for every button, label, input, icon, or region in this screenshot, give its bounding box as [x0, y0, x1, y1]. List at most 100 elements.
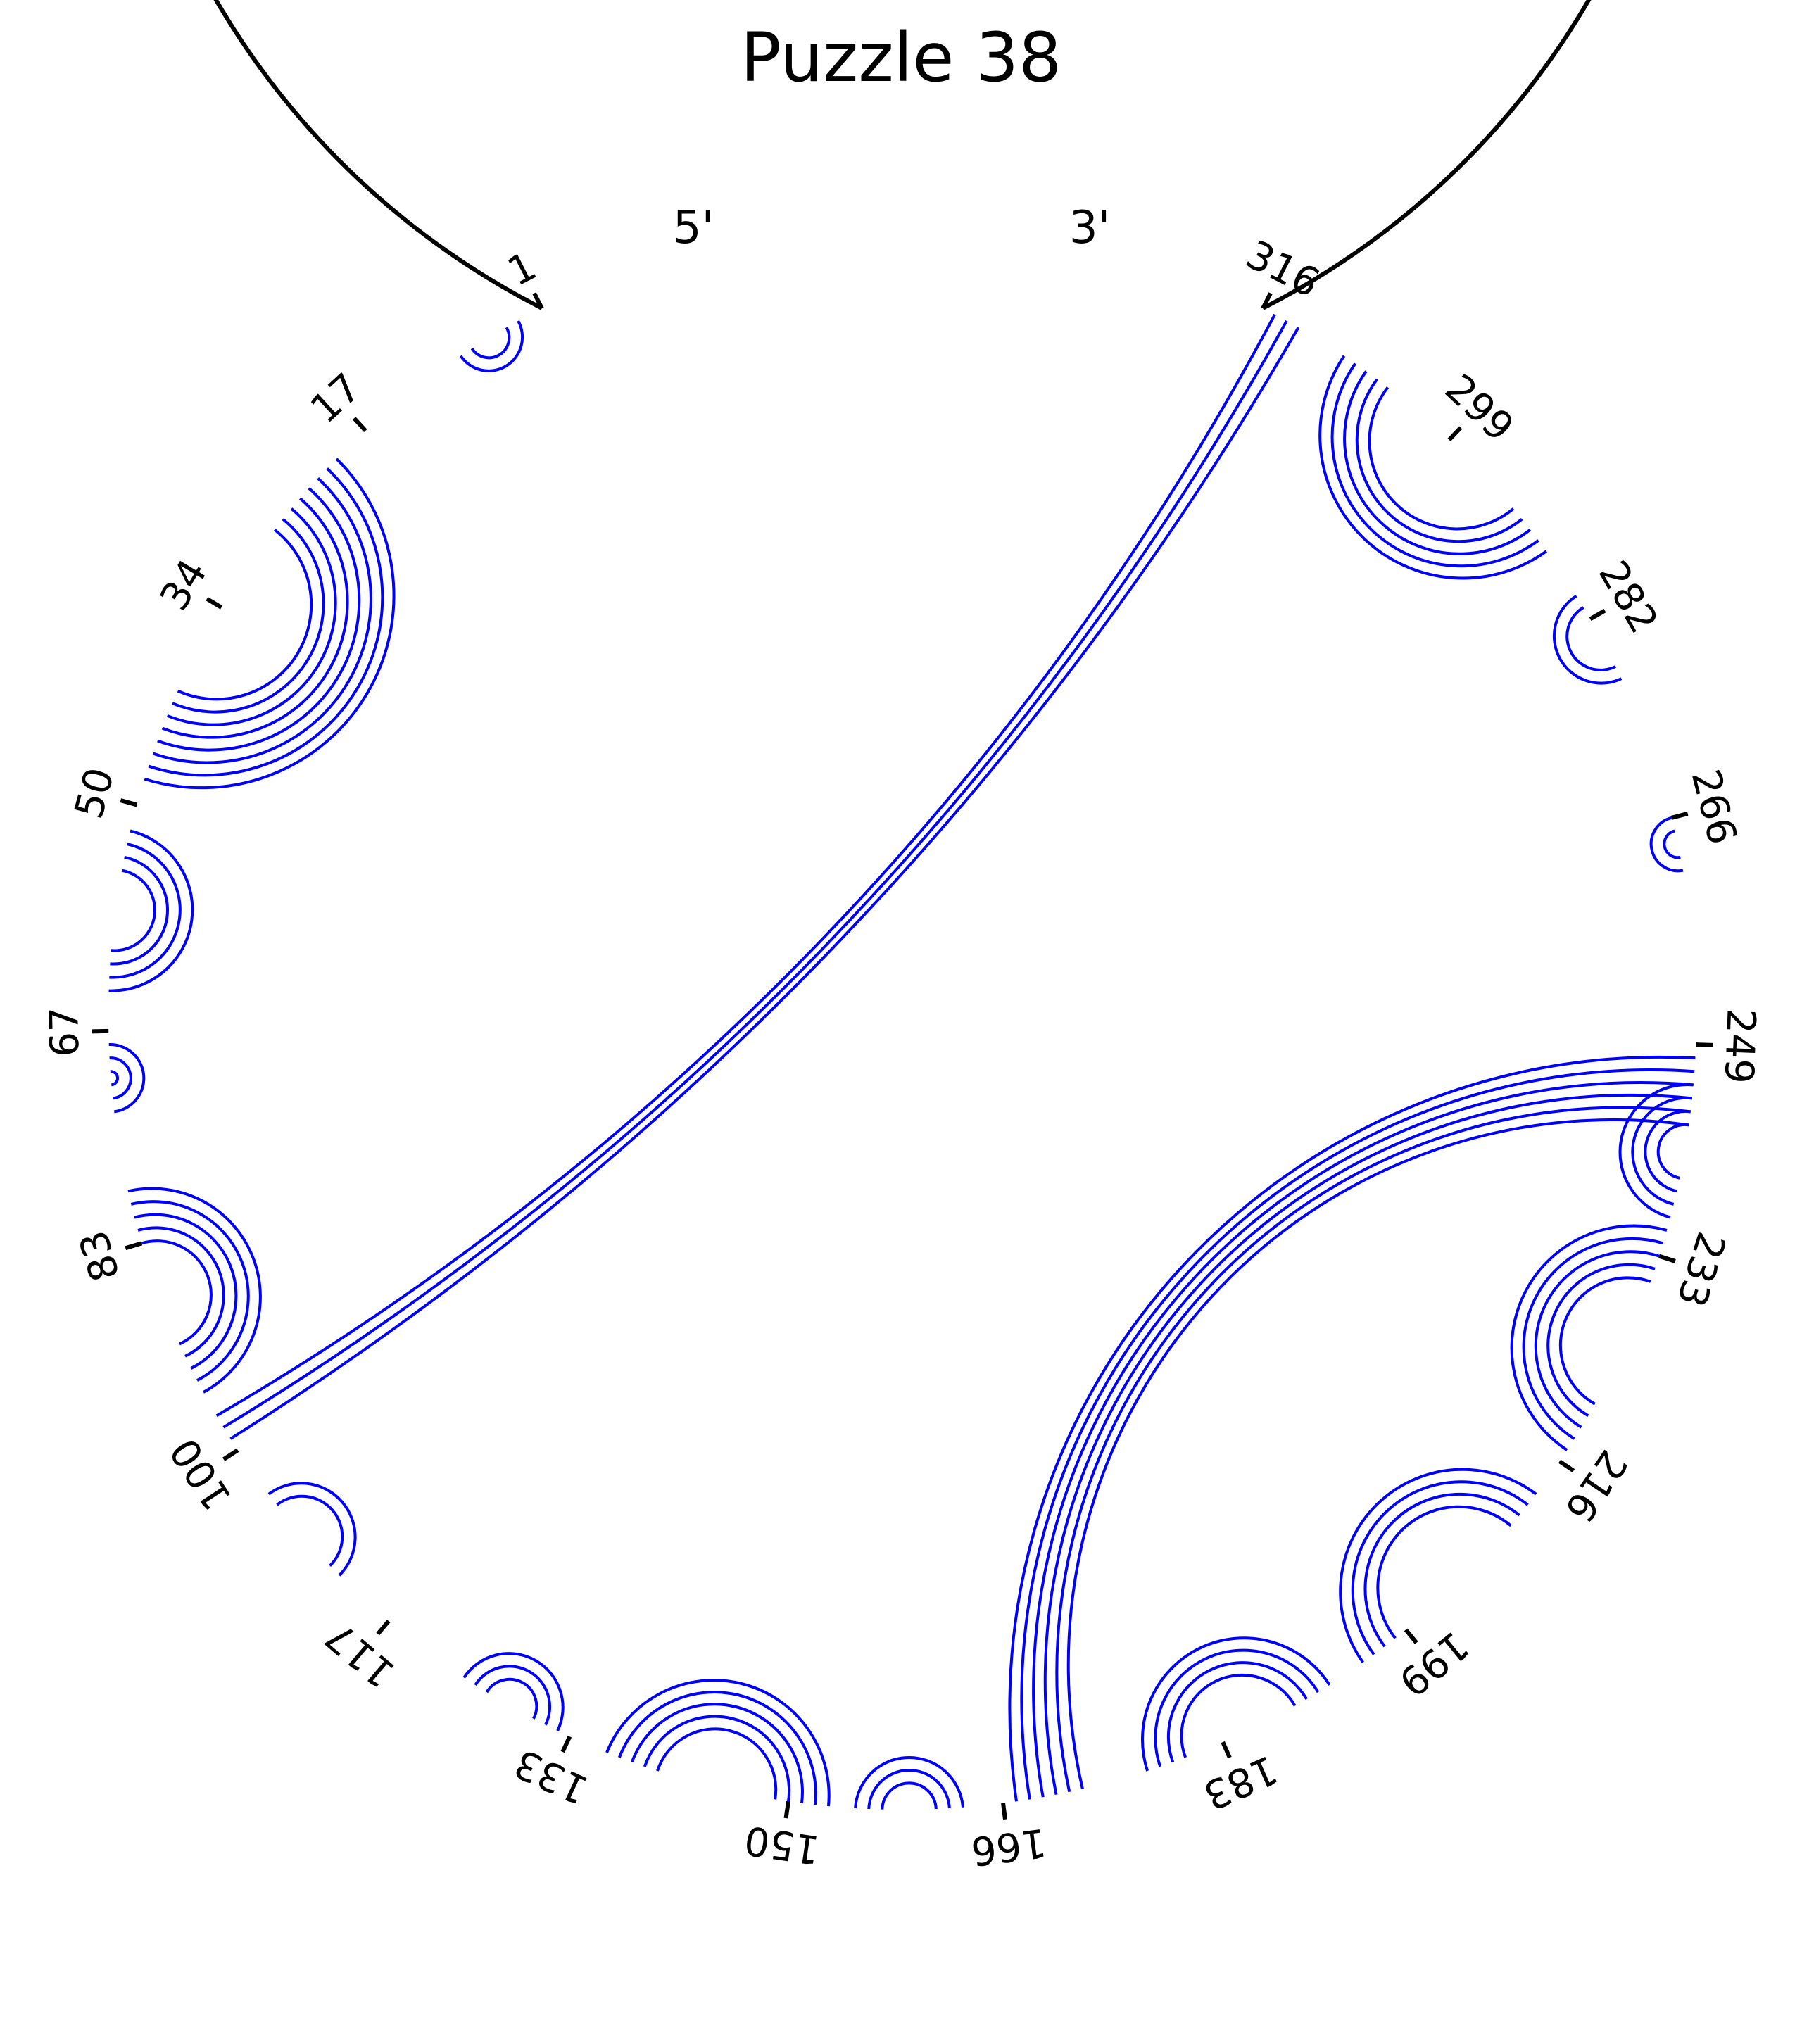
base-pair-arc-218-234: [1522, 1237, 1664, 1440]
tick-mark-117: [376, 1620, 391, 1636]
base-pair-arcs: [108, 313, 1696, 1810]
base-pair-arc-289-308: [1330, 362, 1539, 568]
base-pair-arc-239-243: [1656, 1123, 1689, 1180]
base-pair-arc-99-313: [229, 327, 1300, 1440]
tick-label-67: 67: [42, 1007, 88, 1058]
tick-mark-50: [120, 798, 138, 807]
five-prime-label: 5': [673, 202, 714, 254]
base-pair-arc-4-7: [470, 327, 511, 360]
tick-label-282: 282: [1589, 553, 1667, 641]
tick-label-50: 50: [66, 763, 124, 824]
base-pair-arc-263-265: [1663, 829, 1681, 859]
base-pair-arc-69-72: [109, 1056, 132, 1100]
tick-label-150: 150: [742, 1817, 823, 1873]
tick-mark-17: [352, 417, 367, 432]
base-pair-arc-238-244: [1644, 1109, 1691, 1193]
base-pair-arc-157-161: [881, 1781, 938, 1810]
base-pair-arc-170-245: [1043, 1093, 1693, 1796]
tick-mark-133: [560, 1735, 572, 1753]
base-pair-arc-80-94: [130, 1200, 250, 1382]
base-pair-arc-25-43: [166, 507, 337, 726]
tick-mark-266: [1670, 812, 1689, 820]
base-pair-arc-198-210: [1376, 1505, 1512, 1639]
base-pair-arc-177-192: [1141, 1636, 1331, 1772]
base-pair-arc-288-309: [1318, 355, 1548, 580]
tick-mark-233: [1658, 1254, 1676, 1263]
base-pair-arc-179-190: [1166, 1661, 1308, 1763]
tick-mark-150: [783, 1800, 790, 1819]
base-pair-arc-172-243: [1066, 1118, 1689, 1790]
base-pair-arc-197-211: [1363, 1492, 1520, 1648]
tick-mark-100: [222, 1448, 239, 1461]
base-pair-arc-53-63: [109, 843, 182, 979]
base-pair-arc-52-64: [108, 829, 194, 992]
base-pair-arc-139-150: [643, 1715, 791, 1802]
base-pair-arc-105-111: [276, 1494, 344, 1567]
tick-mark-216: [1558, 1459, 1575, 1473]
base-pair-arc-97-315: [215, 313, 1276, 1418]
base-pair-arc-155-163: [854, 1755, 964, 1809]
base-pair-arc-262-266: [1649, 816, 1684, 873]
tick-label-133: 133: [508, 1740, 595, 1813]
tick-label-117: 117: [317, 1613, 404, 1696]
base-pair-arc-291-306: [1355, 378, 1523, 543]
base-pair-arc-70-71: [110, 1070, 119, 1087]
base-pair-arc-21-47: [148, 467, 384, 777]
base-pair-arc-236-246: [1618, 1083, 1694, 1219]
base-pair-arc-221-231: [1558, 1276, 1651, 1406]
base-pair-arc-277-284: [1552, 594, 1623, 685]
base-pair-arc-20-48: [144, 458, 396, 790]
tick-mark-316: [1261, 292, 1273, 310]
base-pair-arc-168-247: [1020, 1068, 1695, 1800]
tick-label-266: 266: [1682, 765, 1746, 850]
tick-label-233: 233: [1668, 1227, 1734, 1313]
base-pair-arc-156-162: [867, 1768, 951, 1810]
base-pair-arc-290-307: [1343, 370, 1532, 555]
base-pair-arc-124-132: [462, 1652, 565, 1731]
base-pair-arc-278-283: [1565, 606, 1616, 671]
tick-label-183: 183: [1197, 1746, 1284, 1818]
tick-label-34: 34: [151, 552, 216, 619]
tick-mark-1: [532, 292, 544, 310]
base-pair-arc-79-95: [127, 1187, 262, 1394]
tick-mark-183: [1221, 1741, 1232, 1759]
base-pair-arc-217-235: [1510, 1224, 1668, 1451]
base-pair-arc-137-152: [617, 1691, 817, 1805]
tick-label-249: 249: [1715, 1008, 1764, 1085]
base-pair-arc-292-305: [1368, 386, 1515, 531]
base-pair-arc-195-213: [1339, 1468, 1537, 1663]
base-pair-arc-136-153: [605, 1679, 831, 1807]
base-pair-arc-237-245: [1631, 1096, 1693, 1206]
base-pair-arc-3-8: [459, 320, 524, 372]
base-pair-arc-81-93: [134, 1213, 238, 1370]
base-pair-arc-22-46: [152, 477, 372, 764]
base-pair-arc-220-232: [1546, 1263, 1656, 1418]
base-pair-arc-178-191: [1154, 1648, 1320, 1767]
base-pair-arc-125-131: [474, 1665, 552, 1726]
base-pair-arc-104-112: [267, 1482, 357, 1577]
tick-label-83: 83: [71, 1225, 130, 1287]
tick-label-216: 216: [1556, 1441, 1636, 1529]
base-pair-arc-82-92: [137, 1226, 225, 1358]
tick-label-100: 100: [161, 1430, 241, 1518]
base-pair-arc-27-41: [177, 528, 313, 701]
tick-label-166: 166: [969, 1819, 1049, 1874]
base-pair-arc-55-61: [111, 869, 156, 952]
base-pair-arc-140-149: [656, 1727, 778, 1800]
base-pair-arc-169-246: [1032, 1081, 1694, 1798]
page-title: Puzzle 38: [741, 18, 1061, 97]
tick-mark-83: [125, 1241, 143, 1251]
base-pair-arc-219-233: [1534, 1250, 1660, 1429]
base-pair-arc-98-314: [222, 320, 1288, 1429]
tick-mark-166: [1001, 1803, 1008, 1821]
tick-mark-199: [1404, 1628, 1418, 1644]
three-prime-label: 3': [1069, 202, 1110, 254]
base-pair-arc-24-44: [161, 497, 349, 739]
base-pair-arc-54-62: [110, 855, 169, 966]
base-pair-arc-196-212: [1351, 1480, 1529, 1655]
tick-mark-34: [206, 597, 223, 610]
base-pair-arc-83-91: [141, 1239, 213, 1346]
tick-label-199: 199: [1390, 1622, 1477, 1705]
